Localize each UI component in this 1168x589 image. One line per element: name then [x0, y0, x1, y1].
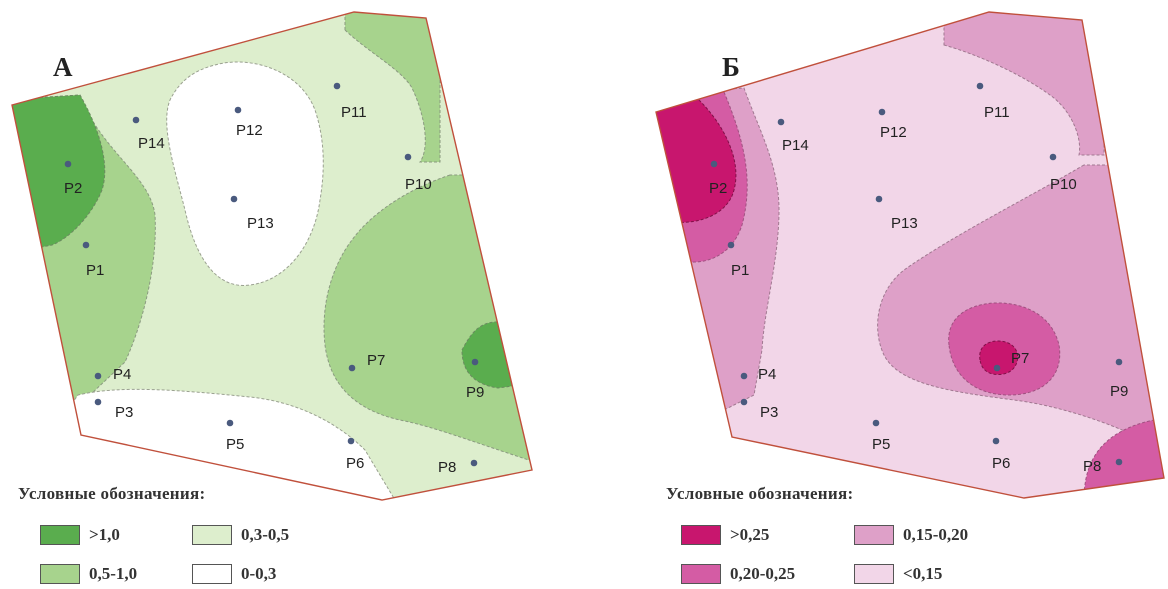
- legend-swatch: [40, 525, 80, 545]
- point-label-p1: P1: [731, 262, 750, 279]
- point-label-p4: P4: [758, 366, 777, 383]
- legend-swatch: [192, 525, 232, 545]
- map-letter: А: [53, 52, 73, 82]
- legend-item-0-0-3: 0-0,3: [192, 563, 276, 585]
- sample-point-p9: [1115, 358, 1123, 366]
- legend-label: 0-0,3: [241, 564, 277, 583]
- point-label-p5: P5: [872, 436, 891, 453]
- sample-point-p11: [333, 82, 341, 90]
- point-label-p1: P1: [86, 262, 105, 279]
- zone-0-5-1-0-northeast: [344, 12, 441, 163]
- point-label-p2: P2: [709, 180, 728, 197]
- sample-point-p1: [82, 241, 90, 249]
- point-label-p12: P12: [236, 122, 263, 139]
- legend-label: >1,0: [89, 525, 120, 544]
- point-label-p2: P2: [64, 180, 83, 197]
- point-label-p10: P10: [1050, 176, 1077, 193]
- point-label-p11: P11: [341, 104, 367, 121]
- sample-point-p4: [94, 372, 102, 380]
- sample-point-p5: [872, 419, 880, 427]
- contour-map-a: [11, 11, 533, 501]
- map-panel-a: А P1 P2 P3 P4 P5 P6 P7 P8 P9 P10 P11 P12…: [11, 11, 533, 585]
- point-label-p13: P13: [247, 215, 274, 232]
- sample-points-b: [710, 82, 1123, 466]
- point-label-p5: P5: [226, 436, 245, 453]
- point-label-p8: P8: [1083, 458, 1102, 475]
- contour-map-b: [655, 11, 1165, 499]
- sample-point-p6: [347, 437, 355, 445]
- sample-point-p13: [230, 195, 238, 203]
- sample-point-p3: [94, 398, 102, 406]
- point-label-p10: P10: [405, 176, 432, 193]
- sample-point-p2: [64, 160, 72, 168]
- point-label-p3: P3: [115, 404, 134, 421]
- legend-item-gt-0-25: >0,25: [681, 524, 769, 546]
- legend-swatch: [681, 525, 721, 545]
- sample-point-p6: [992, 437, 1000, 445]
- legend-label: 0,3-0,5: [241, 525, 290, 544]
- map-boundary-b: [655, 11, 1165, 499]
- zone-gt-0-25-p7: [979, 340, 1019, 375]
- legend-swatch: [192, 564, 232, 584]
- point-label-p12: P12: [880, 124, 907, 141]
- point-label-p14: P14: [138, 135, 165, 152]
- point-label-p8: P8: [438, 459, 457, 476]
- point-label-p3: P3: [760, 404, 779, 421]
- point-label-p11: P11: [984, 104, 1010, 121]
- sample-point-p3: [740, 398, 748, 406]
- legend-item-0-3-0-5: 0,3-0,5: [192, 524, 289, 546]
- zone-0-15-0-20-east: [877, 164, 1164, 441]
- point-label-p4: P4: [113, 366, 132, 383]
- legend-swatch: [854, 564, 894, 584]
- sample-point-p9: [471, 358, 479, 366]
- sample-point-p7: [993, 364, 1001, 372]
- sample-point-p14: [132, 116, 140, 124]
- zone-0-0-3-north: [166, 61, 324, 286]
- zone-0-15-0-20-northeast: [943, 12, 1105, 156]
- sample-point-p7: [348, 364, 356, 372]
- point-label-p7: P7: [1011, 350, 1030, 367]
- sample-point-p5: [226, 419, 234, 427]
- legend-item-0-20-0-25: 0,20-0,25: [681, 563, 795, 585]
- legend-swatch: [854, 525, 894, 545]
- sample-point-p10: [1049, 153, 1057, 161]
- legend-title: Условные обозначения:: [666, 484, 854, 503]
- sample-point-p2: [710, 160, 718, 168]
- point-label-p9: P9: [1110, 383, 1129, 400]
- legend-label: <0,15: [903, 564, 943, 583]
- point-label-p6: P6: [346, 455, 365, 472]
- sample-point-p8: [1115, 458, 1123, 466]
- point-label-p13: P13: [891, 215, 918, 232]
- point-label-p6: P6: [992, 455, 1011, 472]
- sample-point-p4: [740, 372, 748, 380]
- legend-label: 0,5-1,0: [89, 564, 138, 583]
- sample-point-p10: [404, 153, 412, 161]
- map-boundary-a: [11, 11, 533, 501]
- legend-item-lt-0-15: <0,15: [854, 563, 942, 585]
- legend-item-gt-1-0: >1,0: [40, 524, 120, 546]
- sample-point-p1: [727, 241, 735, 249]
- map-letter: Б: [722, 52, 740, 82]
- sample-point-p14: [777, 118, 785, 126]
- legend-item-0-5-1-0: 0,5-1,0: [40, 563, 137, 585]
- point-label-p9: P9: [466, 384, 485, 401]
- legend-title: Условные обозначения:: [18, 484, 206, 503]
- legend-label: 0,15-0,20: [903, 525, 969, 544]
- map-panel-b: Б P1 P2 P3 P4 P5 P6 P7 P8 P9 P10 P11 P12…: [584, 0, 1168, 589]
- sample-point-p8: [470, 459, 478, 467]
- sample-point-p12: [234, 106, 242, 114]
- legend-item-0-15-0-20: 0,15-0,20: [854, 524, 968, 546]
- point-label-p14: P14: [782, 137, 809, 154]
- point-label-p7: P7: [367, 352, 386, 369]
- sample-point-p13: [875, 195, 883, 203]
- legend-label: >0,25: [730, 525, 770, 544]
- legend-label: 0,20-0,25: [730, 564, 796, 583]
- sample-point-p11: [976, 82, 984, 90]
- sample-points-a: [64, 82, 479, 467]
- legend-swatch: [40, 564, 80, 584]
- sample-point-p12: [878, 108, 886, 116]
- legend-swatch: [681, 564, 721, 584]
